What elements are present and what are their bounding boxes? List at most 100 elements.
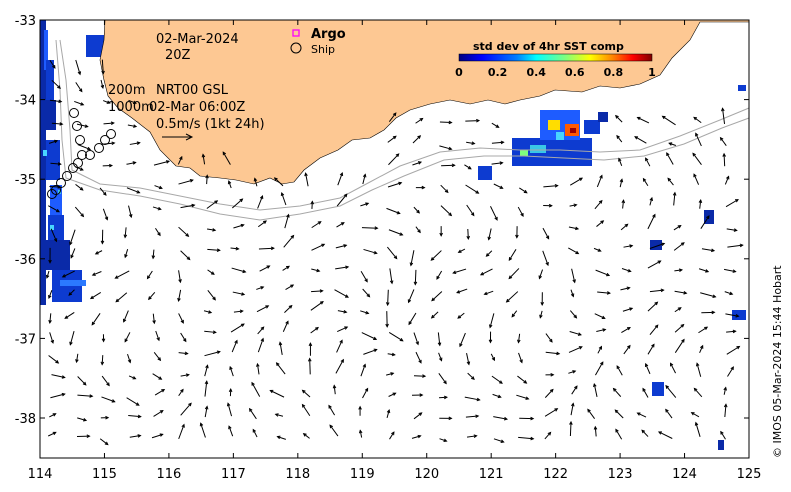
current-arrow	[665, 408, 673, 419]
current-arrow	[257, 220, 267, 228]
current-arrow	[492, 393, 502, 399]
y-tick-label: -34	[15, 94, 36, 109]
current-arrow	[311, 289, 324, 293]
current-arrow	[674, 290, 688, 295]
current-arrow	[282, 320, 289, 332]
current-arrow	[61, 270, 75, 278]
current-arrow	[129, 434, 142, 438]
current-arrow	[614, 114, 623, 123]
current-arrow	[488, 313, 495, 329]
current-arrow	[412, 135, 422, 144]
current-arrow	[278, 341, 283, 355]
current-arrow	[361, 226, 379, 230]
current-arrow	[102, 100, 111, 104]
current-arrow	[252, 428, 258, 438]
current-arrow	[719, 136, 727, 146]
current-arrow	[204, 364, 209, 377]
current-arrow	[100, 229, 105, 245]
depth-label-1000: 1000m	[108, 100, 154, 115]
current-arrow	[329, 424, 339, 437]
current-arrow	[595, 269, 611, 277]
current-arrow	[48, 313, 52, 325]
current-arrow	[491, 140, 505, 145]
current-arrow	[153, 352, 162, 362]
current-arrow	[386, 372, 395, 376]
current-arrow	[647, 213, 656, 230]
current-arrow	[48, 289, 53, 300]
current-arrow	[431, 291, 443, 302]
current-arrow	[519, 416, 535, 421]
current-arrow	[387, 135, 397, 143]
current-arrow	[542, 227, 550, 240]
current-arrow	[178, 313, 184, 324]
current-arrow	[570, 402, 575, 416]
current-arrow	[201, 153, 206, 165]
current-arrow	[636, 116, 650, 124]
current-arrow	[257, 195, 264, 209]
colorbar-tick-label: 0.4	[526, 66, 546, 79]
current-arrow	[439, 416, 453, 421]
current-arrow	[248, 407, 257, 420]
current-arrow-field	[45, 59, 744, 446]
current-arrow	[415, 351, 422, 364]
isobaths	[55, 39, 750, 221]
current-arrow	[673, 225, 682, 231]
current-arrow	[690, 412, 700, 418]
current-arrow	[698, 198, 703, 209]
current-arrow	[571, 268, 576, 284]
current-arrow	[439, 120, 453, 125]
current-arrow	[666, 152, 674, 165]
x-tick-label: 123	[608, 467, 633, 482]
current-arrow	[75, 166, 84, 171]
current-arrow	[51, 122, 64, 126]
current-arrow	[75, 183, 84, 191]
current-arrow	[64, 312, 75, 319]
current-arrow	[621, 199, 626, 209]
current-arrow	[101, 141, 116, 146]
colorbar-tick-label: 0.6	[565, 66, 585, 79]
current-arrow	[301, 403, 311, 417]
current-arrow	[516, 394, 530, 400]
current-arrow	[647, 260, 662, 269]
current-arrow	[127, 353, 132, 364]
current-arrow	[727, 243, 744, 248]
y-axis: -33 -34 -35 -36 -37 -38	[15, 14, 749, 427]
current-arrow	[568, 346, 583, 353]
current-arrow	[727, 366, 734, 377]
x-tick-label: 119	[350, 467, 375, 482]
current-arrow	[253, 177, 258, 187]
current-arrow	[722, 152, 726, 167]
current-arrow	[698, 268, 710, 273]
current-arrow	[50, 162, 62, 166]
plot-frame	[39, 19, 750, 459]
current-arrow	[180, 402, 192, 416]
current-arrow	[48, 247, 52, 264]
current-arrow	[152, 373, 163, 380]
map-date: 02-Mar-2024	[156, 32, 239, 47]
current-arrow	[721, 107, 726, 124]
current-arrow	[459, 332, 466, 348]
current-arrow	[388, 392, 397, 397]
current-arrow	[207, 290, 216, 301]
current-arrow	[128, 375, 137, 380]
current-arrow	[128, 414, 142, 419]
current-arrow	[411, 434, 422, 439]
x-tick-label: 116	[156, 467, 181, 482]
current-arrow	[178, 226, 190, 237]
current-arrow	[284, 213, 290, 229]
current-arrow	[49, 59, 56, 69]
current-arrow	[49, 413, 57, 418]
colorbar-tick-label: 1	[648, 66, 656, 79]
current-arrow	[647, 343, 655, 355]
y-tick-label: -38	[15, 412, 36, 427]
current-arrow	[597, 291, 611, 295]
current-arrow	[229, 365, 234, 377]
current-arrow	[466, 434, 478, 438]
current-arrow	[519, 187, 528, 194]
current-arrow	[467, 372, 475, 380]
current-arrow	[311, 268, 321, 273]
current-arrow	[466, 352, 471, 366]
current-arrow	[491, 375, 503, 384]
current-arrow	[616, 134, 623, 143]
map-hour: 20Z	[165, 48, 191, 63]
